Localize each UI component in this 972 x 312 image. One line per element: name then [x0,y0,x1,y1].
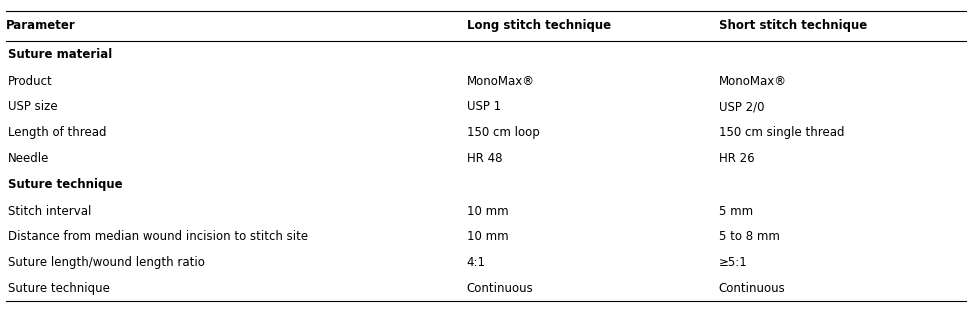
Text: Distance from median wound incision to stitch site: Distance from median wound incision to s… [8,231,308,243]
Text: Suture material: Suture material [8,48,113,61]
Text: 4:1: 4:1 [467,256,486,269]
Text: 150 cm single thread: 150 cm single thread [718,126,844,139]
Text: MonoMax®: MonoMax® [467,75,535,88]
Text: 150 cm loop: 150 cm loop [467,126,539,139]
Text: Suture technique: Suture technique [8,282,110,295]
Text: 5 to 8 mm: 5 to 8 mm [718,231,780,243]
Text: Stitch interval: Stitch interval [8,205,91,218]
Text: USP 1: USP 1 [467,100,501,113]
Text: Length of thread: Length of thread [8,126,107,139]
Text: 10 mm: 10 mm [467,231,508,243]
Text: Continuous: Continuous [467,282,534,295]
Text: Parameter: Parameter [6,19,76,32]
Text: Needle: Needle [8,152,50,165]
Text: ≥5:1: ≥5:1 [718,256,747,269]
Text: Short stitch technique: Short stitch technique [718,19,867,32]
Text: Long stitch technique: Long stitch technique [467,19,610,32]
Text: MonoMax®: MonoMax® [718,75,786,88]
Text: Suture technique: Suture technique [8,178,122,191]
Text: USP 2/0: USP 2/0 [718,100,764,113]
Text: 10 mm: 10 mm [467,205,508,218]
Text: HR 26: HR 26 [718,152,754,165]
Text: Product: Product [8,75,52,88]
Text: HR 48: HR 48 [467,152,503,165]
Text: Suture length/wound length ratio: Suture length/wound length ratio [8,256,205,269]
Text: USP size: USP size [8,100,57,113]
Text: Continuous: Continuous [718,282,785,295]
Text: 5 mm: 5 mm [718,205,752,218]
